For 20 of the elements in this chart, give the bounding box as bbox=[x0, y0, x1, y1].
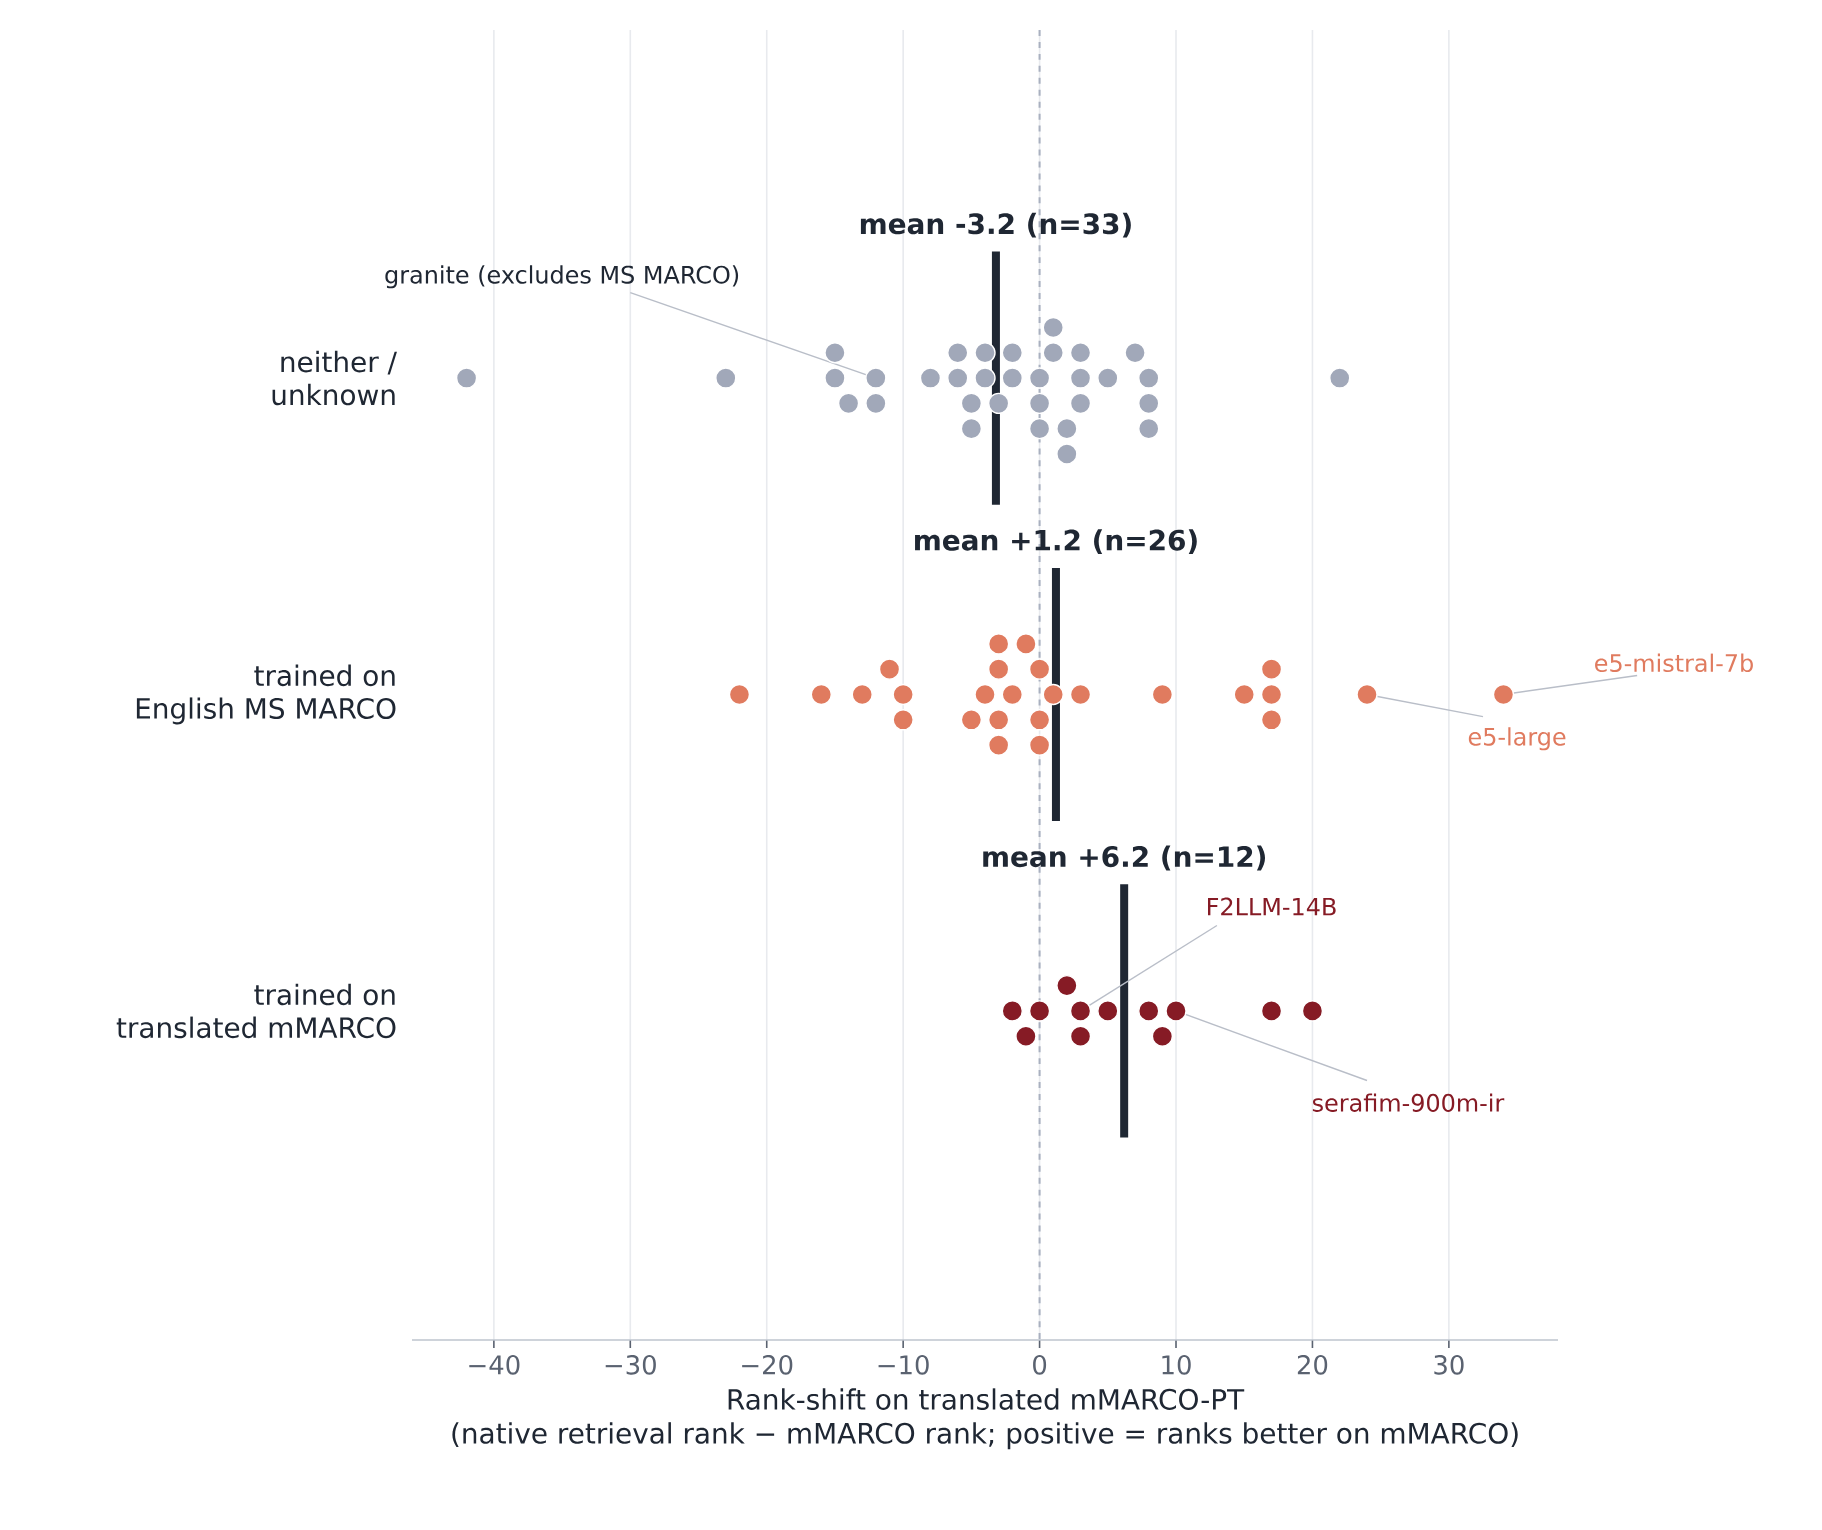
y-tick-label: trained on English MS MARCO bbox=[136, 664, 396, 725]
ref-line-label: mean +1.2 (n=26) bbox=[915, 529, 1197, 555]
annotation: e5-mistral-7b bbox=[1595, 653, 1753, 673]
x-tick-label: 0 bbox=[1033, 1355, 1047, 1375]
annotation: e5-large bbox=[1468, 727, 1566, 751]
annotation: F2LLM-14B bbox=[1208, 897, 1336, 916]
annotation: serafim-900m-ir bbox=[1312, 1093, 1505, 1112]
x-tick-label: 20 bbox=[1297, 1355, 1328, 1375]
x-tick-label: −40 bbox=[469, 1355, 520, 1375]
x-axis-title: Rank-shift on translated mMARCO-PT (native retrieval rank − mMARCO rank; positive = ranks better on mMARCO) bbox=[452, 1388, 1518, 1450]
y-tick-label: trained on translated mMARCO bbox=[116, 983, 396, 1039]
x-tick-label: 30 bbox=[1434, 1355, 1464, 1375]
ref-line-label: mean -3.2 (n=33) bbox=[860, 212, 1131, 238]
ref-line-label: mean +6.2 (n=12) bbox=[983, 845, 1266, 871]
x-tick-label: −30 bbox=[605, 1355, 656, 1375]
x-tick-label: 10 bbox=[1162, 1355, 1191, 1375]
y-tick-label: neither / unknown bbox=[272, 350, 397, 406]
annotation: granite (excludes MS MARCO) bbox=[385, 265, 739, 289]
x-tick-label: −10 bbox=[878, 1355, 929, 1375]
x-tick-label: −20 bbox=[742, 1355, 793, 1375]
